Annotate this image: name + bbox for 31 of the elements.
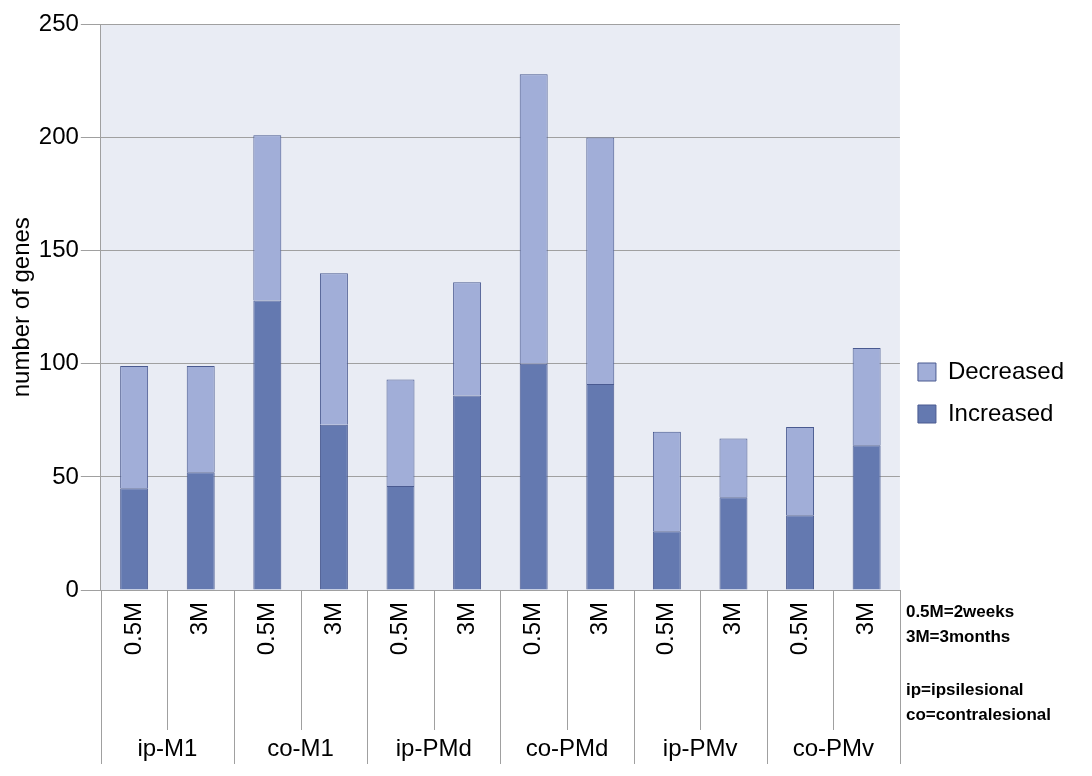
y-tick-label: 50: [52, 461, 79, 489]
legend-label: Increased: [947, 398, 1054, 426]
x-tick-label: 0.5M: [118, 602, 146, 656]
x-tick-label: 3M: [584, 602, 612, 636]
y-tick-label: 250: [38, 9, 79, 37]
x-tick-label: 0.5M: [518, 602, 546, 656]
text: ip-M1: [137, 733, 198, 761]
y-tick-label: 150: [38, 235, 79, 263]
x-tick-label: 3M: [851, 602, 879, 636]
y-axis-title: number of genes: [7, 217, 35, 398]
x-tick-label: 0.5M: [385, 602, 413, 656]
x-tick-label: 3M: [718, 602, 746, 636]
text: co-PMd: [525, 733, 609, 761]
x-tick-label: 3M: [318, 602, 346, 636]
text: 0.5M=2weeks: [905, 601, 1015, 621]
text: ip-PMd: [395, 733, 472, 761]
text: 3M=3months: [905, 626, 1011, 646]
y-tick-label: 200: [38, 122, 79, 150]
y-tick-label: 0: [65, 574, 79, 602]
x-tick-label: 0.5M: [784, 602, 812, 656]
text: ip-PMv: [662, 733, 738, 761]
legend-label: Decreased: [947, 356, 1064, 384]
x-tick-label: 3M: [185, 602, 213, 636]
text: ip=ipsilesional: [905, 679, 1024, 699]
x-tick-label: 3M: [451, 602, 479, 636]
x-tick-label: 0.5M: [651, 602, 679, 656]
y-tick-label: 100: [38, 348, 79, 376]
text: co-PMv: [792, 733, 875, 761]
text: co-M1: [267, 733, 334, 761]
text: co=contralesional: [905, 704, 1051, 724]
x-tick-label: 0.5M: [251, 602, 279, 656]
